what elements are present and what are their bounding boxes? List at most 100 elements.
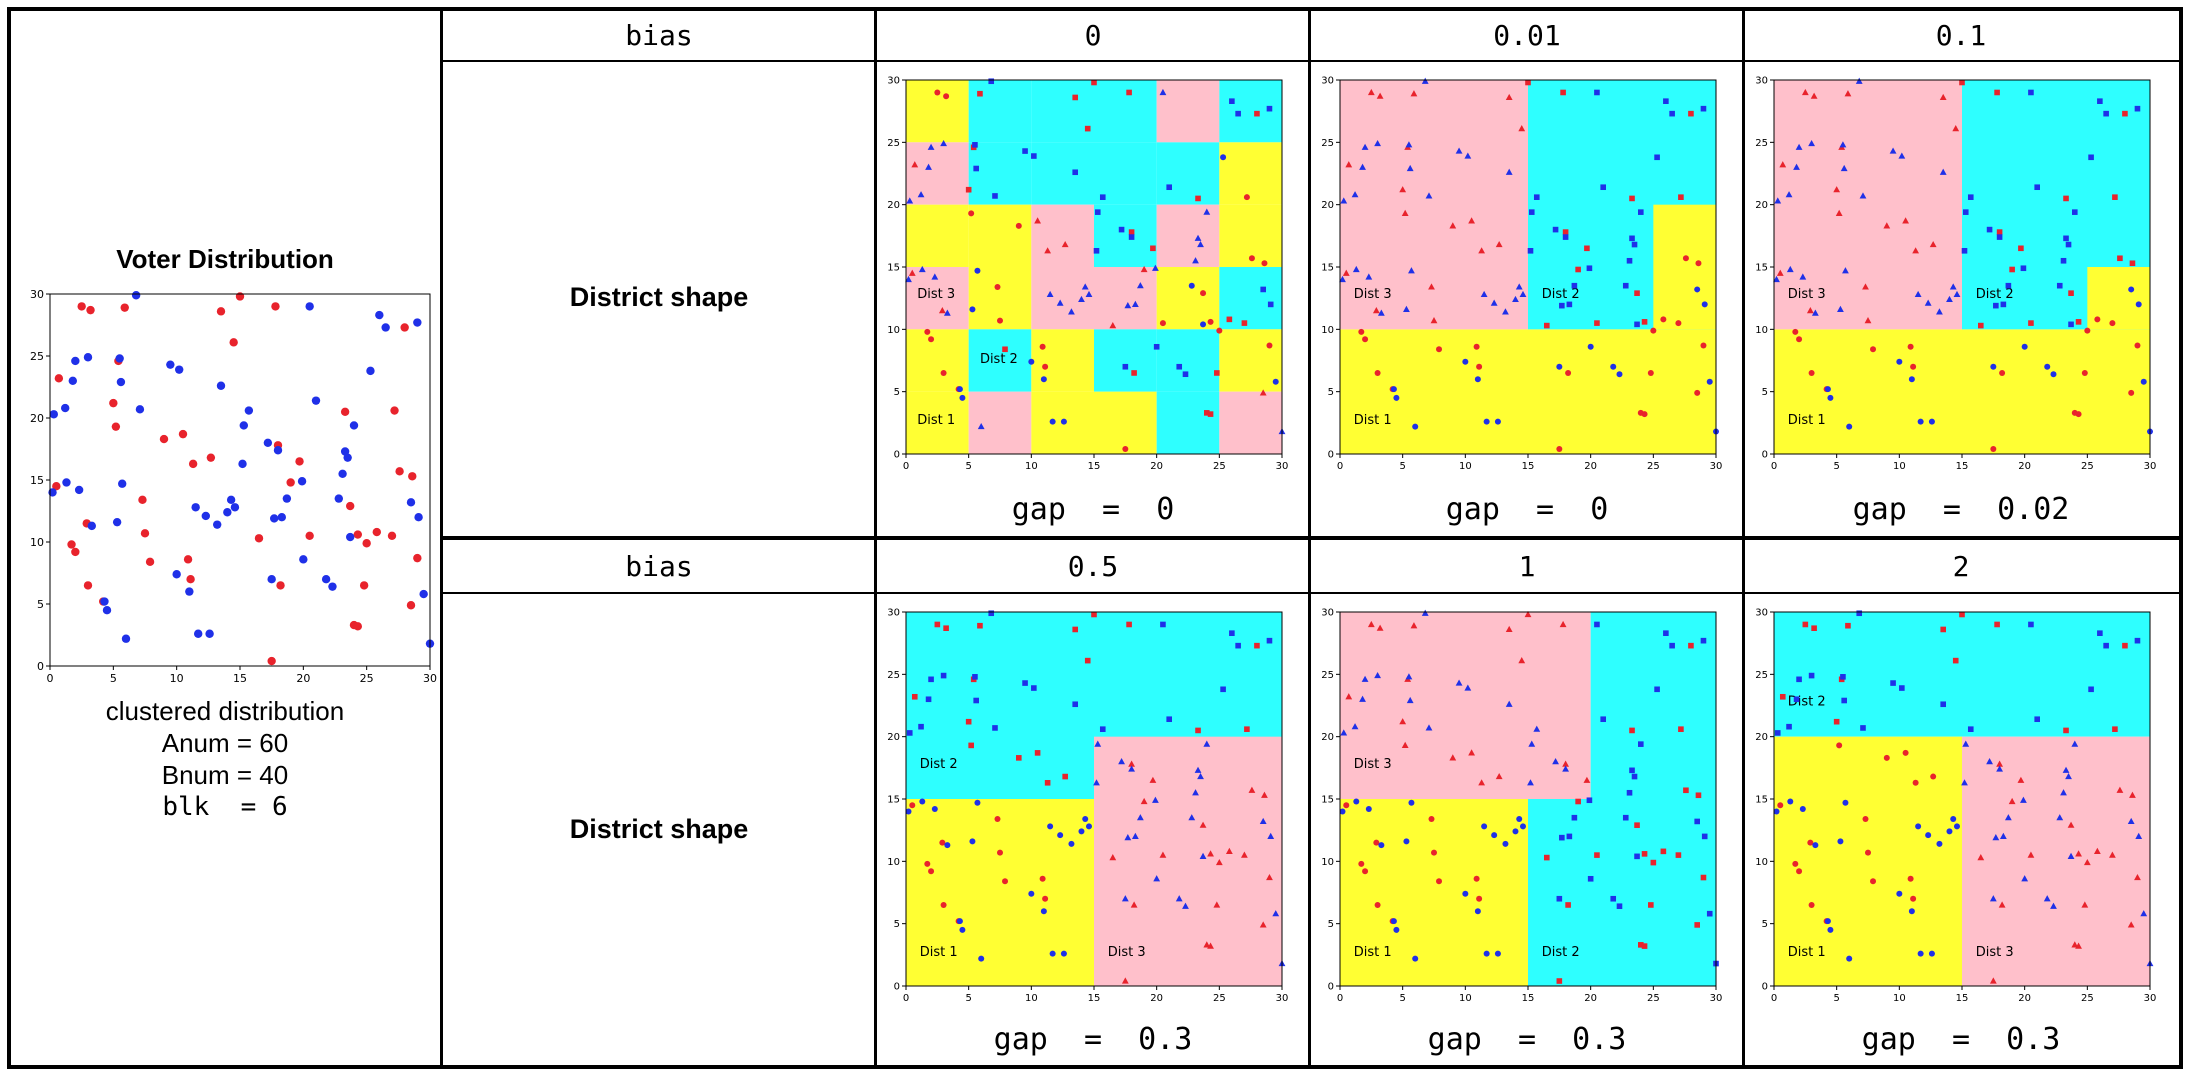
voter-a-point bbox=[77, 302, 86, 311]
y-tick-label: 10 bbox=[1321, 325, 1334, 336]
voter-a-point bbox=[362, 539, 371, 548]
x-tick-label: 15 bbox=[1522, 461, 1535, 472]
x-tick-label: 25 bbox=[2081, 993, 2094, 1004]
voter-b-point bbox=[239, 421, 248, 430]
voter-b-point bbox=[244, 406, 254, 415]
voter-marker bbox=[1374, 671, 1381, 679]
voter-a-point bbox=[159, 434, 169, 444]
voter-marker bbox=[1374, 901, 1381, 908]
voter-marker bbox=[2129, 791, 2136, 798]
voter-marker bbox=[2020, 796, 2027, 803]
voter-marker bbox=[1575, 798, 1581, 805]
voter-marker bbox=[1182, 902, 1189, 909]
voter-marker bbox=[1130, 901, 1138, 908]
voter-marker bbox=[1936, 840, 1943, 847]
voter-a-point bbox=[216, 307, 226, 316]
voter-a-point bbox=[188, 459, 198, 469]
voter-marker bbox=[1638, 741, 1644, 747]
voter-marker bbox=[2065, 772, 2072, 780]
district-label: Dist 3 bbox=[917, 287, 955, 302]
voter-marker bbox=[2062, 766, 2070, 773]
voter-marker bbox=[1694, 389, 1701, 396]
voter-marker bbox=[2103, 110, 2109, 117]
voter-marker bbox=[1914, 290, 1922, 298]
voter-marker bbox=[2028, 320, 2034, 326]
voter-marker bbox=[1376, 624, 1384, 631]
voter-marker bbox=[1552, 226, 1559, 233]
voter-marker bbox=[1340, 729, 1348, 736]
voter-marker bbox=[1359, 695, 1366, 702]
voter-marker bbox=[1399, 186, 1407, 193]
voter-marker bbox=[1842, 799, 1849, 806]
voter-marker bbox=[1047, 823, 1054, 830]
voter-b-point bbox=[131, 291, 141, 300]
voter-marker bbox=[1152, 796, 1159, 803]
voter-a-point bbox=[183, 555, 193, 564]
x-tick-label: 0 bbox=[903, 461, 909, 472]
voter-marker bbox=[2063, 195, 2069, 202]
voter-marker bbox=[1403, 838, 1410, 845]
voter-marker bbox=[2140, 378, 2147, 385]
district-cell bbox=[1094, 204, 1157, 267]
x-tick-label: 10 bbox=[1025, 461, 1038, 472]
voter-b-point bbox=[321, 575, 331, 584]
voter-marker bbox=[1688, 110, 1694, 117]
voter-marker bbox=[1159, 851, 1167, 858]
voter-marker bbox=[1473, 875, 1480, 882]
voter-b-point bbox=[414, 513, 423, 522]
voter-marker bbox=[1046, 290, 1054, 298]
voter-marker bbox=[1650, 327, 1657, 334]
voter-a-point bbox=[140, 529, 150, 538]
voter-marker bbox=[1634, 321, 1640, 328]
voter-marker bbox=[2109, 851, 2116, 858]
voter-marker bbox=[2122, 110, 2128, 117]
voter-marker bbox=[1215, 858, 1223, 866]
voter-marker bbox=[1502, 308, 1509, 315]
voter-marker bbox=[1924, 299, 1932, 306]
district-cell bbox=[1031, 80, 1094, 143]
voter-marker bbox=[969, 306, 976, 313]
voter-marker bbox=[1663, 630, 1669, 636]
voter-marker bbox=[1084, 125, 1091, 132]
voter-marker bbox=[2005, 282, 2012, 289]
voter-b-point bbox=[375, 310, 384, 320]
y-tick-label: 5 bbox=[37, 598, 44, 611]
voter-marker bbox=[1793, 163, 1800, 170]
voter-marker bbox=[973, 697, 979, 704]
voter-a-point bbox=[52, 482, 61, 491]
voter-marker bbox=[1345, 693, 1353, 700]
voter-marker bbox=[1641, 943, 1648, 949]
voter-marker bbox=[943, 93, 950, 100]
district-cell bbox=[906, 142, 969, 205]
voter-marker bbox=[1864, 317, 1872, 324]
voter-marker bbox=[1812, 842, 1819, 849]
district-cell bbox=[968, 204, 1032, 267]
voter-marker bbox=[1495, 772, 1503, 780]
y-tick-label: 30 bbox=[1321, 76, 1334, 87]
voter-marker bbox=[928, 868, 935, 875]
voter-b-point bbox=[381, 323, 390, 332]
voter-marker bbox=[1824, 386, 1831, 393]
voter-marker bbox=[1515, 283, 1523, 290]
x-tick-label: 15 bbox=[233, 672, 247, 685]
voter-marker bbox=[1216, 327, 1223, 334]
y-tick-label: 25 bbox=[1321, 670, 1334, 681]
voter-marker bbox=[1081, 283, 1089, 290]
voter-marker bbox=[1462, 358, 1469, 365]
voter-marker bbox=[1678, 194, 1684, 200]
voter-marker bbox=[1393, 926, 1400, 933]
district-cell bbox=[1774, 736, 1962, 986]
voter-marker bbox=[1028, 358, 1035, 365]
voter-marker bbox=[2116, 786, 2124, 793]
voter-marker bbox=[1405, 673, 1413, 680]
voter-marker bbox=[1403, 305, 1410, 312]
voter-marker bbox=[1562, 229, 1569, 235]
gap-label-bias-0.5: gap = 0.3 bbox=[993, 1022, 1193, 1057]
district-cell bbox=[1031, 204, 1094, 267]
district-cell bbox=[1156, 391, 1220, 454]
voter-marker bbox=[905, 275, 912, 283]
y-tick-label: 15 bbox=[1321, 795, 1334, 806]
voter-marker bbox=[1565, 369, 1572, 376]
district-cell bbox=[1219, 329, 1282, 392]
voter-marker bbox=[1700, 874, 1707, 881]
